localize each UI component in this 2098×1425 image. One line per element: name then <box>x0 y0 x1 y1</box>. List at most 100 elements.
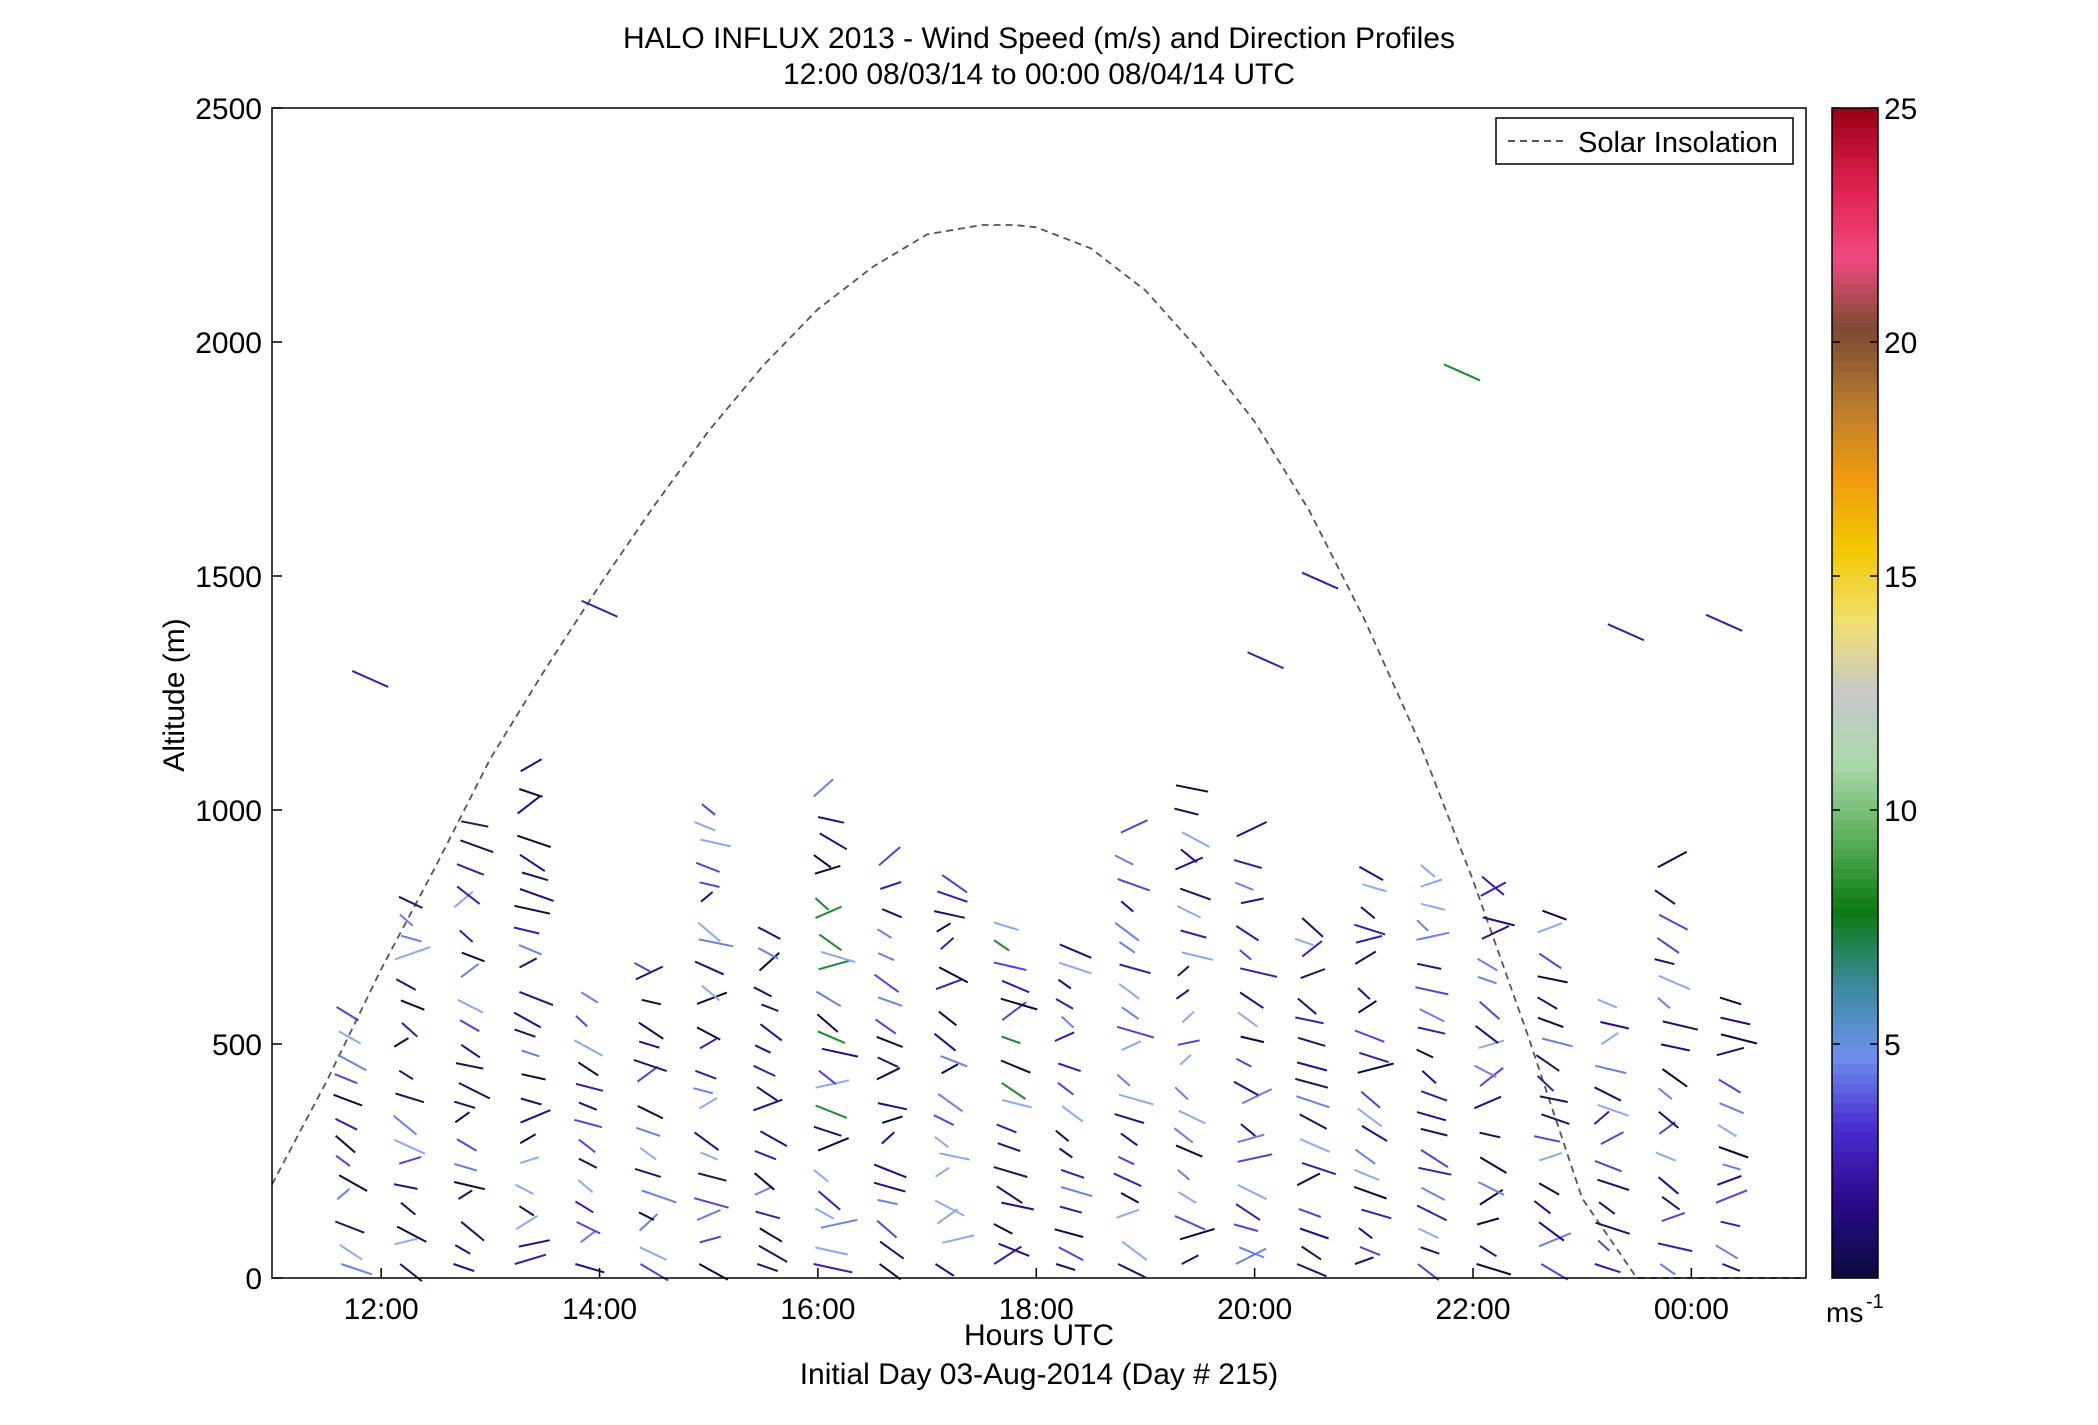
colorbar-segment <box>1832 166 1878 177</box>
series-line-solar-insolation <box>271 224 1801 1279</box>
colorbar-segment <box>1832 624 1878 636</box>
wind-barb <box>1177 965 1190 977</box>
wind-barb <box>518 788 543 798</box>
wind-barb <box>1421 1186 1446 1201</box>
wind-barb <box>1420 1149 1449 1169</box>
colorbar-segment <box>1832 595 1878 606</box>
wind-barb <box>1296 1172 1321 1187</box>
colorbar-segment <box>1832 342 1878 353</box>
wind-barb <box>641 998 662 1006</box>
colorbar-segment <box>1832 1248 1878 1260</box>
colorbar-frame <box>1831 107 1879 1279</box>
y-tick-label: 2500 <box>195 93 262 126</box>
wind-barb <box>635 1126 661 1137</box>
wind-barb <box>336 1006 360 1022</box>
colorbar-segment <box>1832 1063 1878 1074</box>
wind-barb <box>1117 1155 1135 1166</box>
x-tick-label: 18:00 <box>999 1293 1074 1326</box>
colorbar-tick-label: 10 <box>1884 795 1917 828</box>
wind-barb <box>694 960 725 976</box>
wind-barb <box>1657 1087 1673 1100</box>
wind-barb <box>1537 1016 1564 1029</box>
wind-barb <box>941 874 968 894</box>
colorbar-segment <box>1832 273 1878 285</box>
wind-barb <box>938 966 969 984</box>
colorbar-segment <box>1832 712 1878 723</box>
wind-barb <box>817 816 845 824</box>
wind-barb <box>1538 1152 1563 1162</box>
colorbar-segment <box>1832 459 1878 470</box>
wind-barb <box>1361 1208 1392 1220</box>
colorbar-segment <box>1832 1005 1878 1016</box>
colorbar-segment <box>1832 761 1878 772</box>
wind-barb <box>639 1146 657 1161</box>
wind-barb <box>1538 1221 1565 1242</box>
wind-barb <box>456 1138 478 1152</box>
wind-barb <box>875 1018 897 1035</box>
wind-barb <box>460 1043 481 1059</box>
wind-barb <box>753 1172 775 1191</box>
wind-barb <box>700 891 714 903</box>
wind-barb <box>1301 940 1323 958</box>
wind-barb <box>1173 1127 1194 1144</box>
wind-barb-series <box>333 363 1758 1282</box>
plot-frame <box>271 107 1807 1279</box>
wind-barb <box>993 1245 1022 1265</box>
wind-barb <box>1119 963 1151 975</box>
wind-barb <box>1537 922 1563 934</box>
wind-barb <box>1420 1090 1448 1102</box>
colorbar-segment <box>1832 1190 1878 1201</box>
wind-barb <box>1541 1037 1573 1048</box>
wind-barb <box>1239 991 1264 1009</box>
wind-barb <box>1420 902 1446 911</box>
wind-barb <box>1540 1263 1569 1281</box>
wind-barb <box>1720 1220 1741 1228</box>
wind-barb <box>1538 952 1562 970</box>
wind-barb <box>699 1037 717 1050</box>
wind-barb <box>753 1098 783 1112</box>
wind-barb <box>939 1152 970 1161</box>
wind-barb <box>876 928 892 939</box>
colorbar-segment <box>1832 615 1878 626</box>
wind-barb <box>754 1044 771 1054</box>
wind-barb <box>633 962 651 973</box>
wind-barb <box>1478 1000 1501 1020</box>
wind-barb <box>519 957 538 969</box>
wind-barb <box>997 1142 1021 1152</box>
wind-barb <box>1717 1123 1738 1138</box>
colorbar-segment <box>1832 205 1878 216</box>
wind-barb <box>1420 1246 1440 1255</box>
wind-barb <box>879 1240 905 1260</box>
wind-barb <box>1174 807 1199 816</box>
wind-barb <box>1301 917 1324 938</box>
wind-barb <box>1416 962 1442 970</box>
wind-barb <box>1060 1185 1093 1198</box>
wind-barb <box>577 1179 594 1194</box>
wind-barb <box>519 888 554 902</box>
wind-barb <box>1059 1205 1083 1214</box>
wind-barb <box>1654 958 1675 966</box>
wind-barb <box>1238 1246 1265 1259</box>
wind-barb <box>636 1065 659 1083</box>
wind-barb <box>934 1263 955 1277</box>
wind-barb <box>877 996 903 1007</box>
wind-barb <box>1298 1207 1322 1218</box>
wind-barb <box>1416 1204 1448 1222</box>
wind-barb <box>1001 1201 1035 1211</box>
wind-barb <box>756 1263 779 1273</box>
wind-barb <box>877 1056 899 1068</box>
wind-barb <box>753 1064 776 1077</box>
wind-barb <box>759 1023 783 1042</box>
wind-barb <box>392 1114 418 1136</box>
wind-barb <box>1421 1070 1437 1085</box>
wind-barb <box>933 1114 955 1126</box>
colorbar-segment <box>1832 644 1878 655</box>
wind-barb <box>1595 1064 1627 1075</box>
wind-barb <box>521 1073 546 1081</box>
wind-barb <box>520 1097 542 1106</box>
colorbar-segment <box>1832 975 1878 987</box>
wind-barb <box>514 1183 534 1195</box>
wind-barb <box>394 946 431 961</box>
wind-barb <box>1598 1201 1616 1215</box>
wind-barb <box>1058 1246 1084 1261</box>
